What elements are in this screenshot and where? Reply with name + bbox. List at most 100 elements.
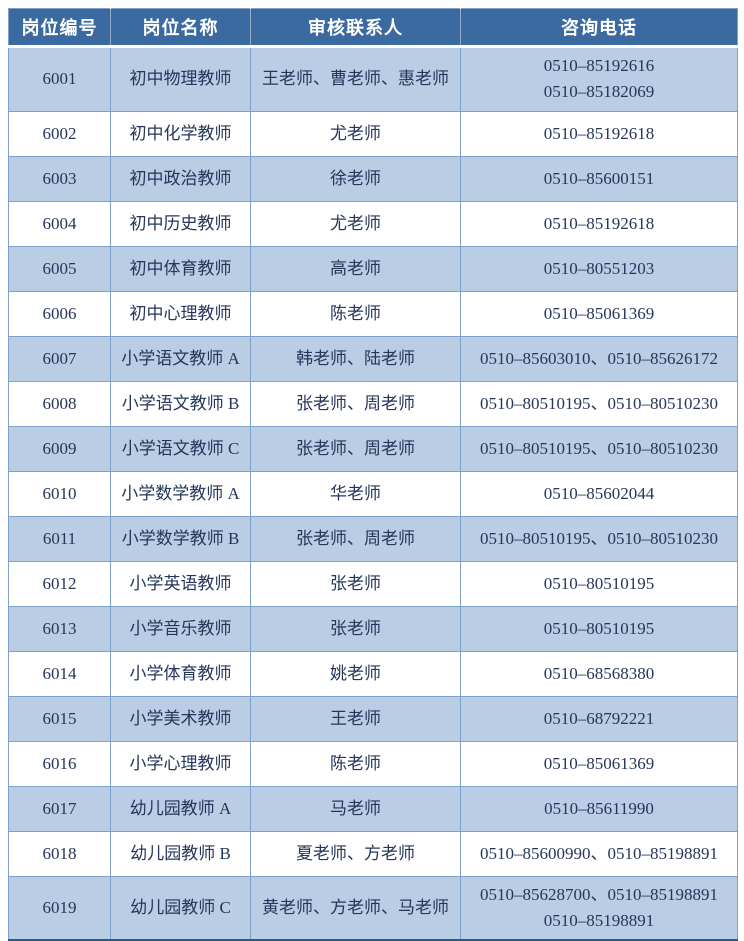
cell-position-id: 6014: [8, 650, 111, 697]
cell-position-name: 小学数学教师 B: [110, 515, 251, 562]
cell-contacts: 尤老师: [250, 200, 461, 247]
cell-position-id: 6007: [8, 335, 111, 382]
table-row: 6017 幼儿园教师 A 马老师 0510–85611990: [8, 785, 738, 832]
table-row: 6014 小学体育教师 姚老师 0510–68568380: [8, 650, 738, 697]
cell-phone: 0510–85061369: [460, 290, 738, 337]
cell-phone: 0510–80551203: [460, 245, 738, 292]
cell-contacts: 陈老师: [250, 740, 461, 787]
table-row: 6018 幼儿园教师 B 夏老师、方老师 0510–85600990、0510–851…: [8, 830, 738, 877]
table-row: 6004 初中历史教师 尤老师 0510–85192618: [8, 200, 738, 247]
cell-contacts: 王老师、曹老师、惠老师: [250, 46, 461, 112]
cell-position-id: 6009: [8, 425, 111, 472]
cell-position-id: 6004: [8, 200, 111, 247]
cell-position-name: 初中政治教师: [110, 155, 251, 202]
cell-phone: 0510–85611990: [460, 785, 738, 832]
cell-contacts: 姚老师: [250, 650, 461, 697]
table-row: 6016 小学心理教师 陈老师 0510–85061369: [8, 740, 738, 787]
cell-position-name: 小学语文教师 B: [110, 380, 251, 427]
header-row: 岗位编号 岗位名称 审核联系人 咨询电话: [8, 8, 738, 48]
cell-position-name: 小学语文教师 A: [110, 335, 251, 382]
cell-phone: 0510–80510195: [460, 605, 738, 652]
cell-position-name: 小学美术教师: [110, 695, 251, 742]
table-row: 6010 小学数学教师 A 华老师 0510–85602044: [8, 470, 738, 517]
column-header-phone: 咨询电话: [460, 8, 738, 48]
cell-phone: 0510–85602044: [460, 470, 738, 517]
cell-contacts: 张老师: [250, 605, 461, 652]
cell-contacts: 黄老师、方老师、马老师: [250, 875, 461, 941]
cell-position-name: 小学心理教师: [110, 740, 251, 787]
cell-contacts: 张老师、周老师: [250, 380, 461, 427]
cell-contacts: 高老师: [250, 245, 461, 292]
cell-contacts: 尤老师: [250, 110, 461, 157]
cell-position-name: 初中体育教师: [110, 245, 251, 292]
cell-phone: 0510–68792221: [460, 695, 738, 742]
cell-phone: 0510–80510195、0510–80510230: [460, 380, 738, 427]
cell-contacts: 张老师、周老师: [250, 515, 461, 562]
column-header-position-id: 岗位编号: [8, 8, 111, 48]
cell-phone: 0510–85603010、0510–85626172: [460, 335, 738, 382]
cell-position-id: 6016: [8, 740, 111, 787]
cell-contacts: 张老师、周老师: [250, 425, 461, 472]
cell-phone: 0510–85628700、0510–85198891 0510–8519889…: [460, 875, 738, 941]
cell-contacts: 夏老师、方老师: [250, 830, 461, 877]
cell-position-id: 6006: [8, 290, 111, 337]
cell-phone: 0510–85061369: [460, 740, 738, 787]
cell-contacts: 张老师: [250, 560, 461, 607]
cell-position-name: 初中心理教师: [110, 290, 251, 337]
table-row: 6019 幼儿园教师 C 黄老师、方老师、马老师 0510–85628700、0510…: [8, 875, 738, 941]
cell-position-name: 幼儿园教师 C: [110, 875, 251, 941]
cell-phone: 0510–80510195: [460, 560, 738, 607]
cell-position-id: 6019: [8, 875, 111, 941]
table-row: 6008 小学语文教师 B 张老师、周老师 0510–80510195、0510–80…: [8, 380, 738, 427]
cell-position-name: 小学音乐教师: [110, 605, 251, 652]
cell-position-id: 6015: [8, 695, 111, 742]
cell-position-name: 小学语文教师 C: [110, 425, 251, 472]
cell-position-id: 6017: [8, 785, 111, 832]
table-row: 6001 初中物理教师 王老师、曹老师、惠老师 0510–85192616 0510–…: [8, 46, 738, 112]
cell-phone: 0510–85600990、0510–85198891: [460, 830, 738, 877]
table-row: 6009 小学语文教师 C 张老师、周老师 0510–80510195、0510–80…: [8, 425, 738, 472]
cell-position-name: 小学英语教师: [110, 560, 251, 607]
cell-contacts: 王老师: [250, 695, 461, 742]
table-row: 6013 小学音乐教师 张老师 0510–80510195: [8, 605, 738, 652]
table-row: 6006 初中心理教师 陈老师 0510–85061369: [8, 290, 738, 337]
cell-position-id: 6012: [8, 560, 111, 607]
cell-phone: 0510–80510195、0510–80510230: [460, 425, 738, 472]
table-row: 6007 小学语文教师 A 韩老师、陆老师 0510–85603010、0510–85…: [8, 335, 738, 382]
cell-contacts: 马老师: [250, 785, 461, 832]
cell-contacts: 陈老师: [250, 290, 461, 337]
cell-position-id: 6010: [8, 470, 111, 517]
table-row: 6005 初中体育教师 高老师 0510–80551203: [8, 245, 738, 292]
table-row: 6015 小学美术教师 王老师 0510–68792221: [8, 695, 738, 742]
cell-position-name: 初中物理教师: [110, 46, 251, 112]
cell-position-name: 小学数学教师 A: [110, 470, 251, 517]
cell-contacts: 徐老师: [250, 155, 461, 202]
cell-phone: 0510–85192616 0510–85182069: [460, 46, 738, 112]
cell-position-name: 初中历史教师: [110, 200, 251, 247]
table-header: 岗位编号 岗位名称 审核联系人 咨询电话: [8, 8, 738, 48]
cell-phone: 0510–85600151: [460, 155, 738, 202]
cell-phone: 0510–80510195、0510–80510230: [460, 515, 738, 562]
cell-phone: 0510–85192618: [460, 110, 738, 157]
cell-position-name: 幼儿园教师 A: [110, 785, 251, 832]
cell-phone: 0510–68568380: [460, 650, 738, 697]
cell-position-name: 小学体育教师: [110, 650, 251, 697]
cell-position-id: 6005: [8, 245, 111, 292]
cell-position-id: 6008: [8, 380, 111, 427]
cell-phone: 0510–85192618: [460, 200, 738, 247]
cell-position-id: 6011: [8, 515, 111, 562]
table-row: 6012 小学英语教师 张老师 0510–80510195: [8, 560, 738, 607]
column-header-position-name: 岗位名称: [110, 8, 251, 48]
cell-position-id: 6013: [8, 605, 111, 652]
cell-contacts: 韩老师、陆老师: [250, 335, 461, 382]
cell-position-name: 初中化学教师: [110, 110, 251, 157]
table-row: 6011 小学数学教师 B 张老师、周老师 0510–80510195、0510–80…: [8, 515, 738, 562]
cell-position-name: 幼儿园教师 B: [110, 830, 251, 877]
cell-position-id: 6018: [8, 830, 111, 877]
cell-position-id: 6002: [8, 110, 111, 157]
position-table-body: 6001 初中物理教师 王老师、曹老师、惠老师 0510–85192616 0510–…: [8, 46, 738, 941]
cell-position-id: 6001: [8, 46, 111, 112]
table-row: 6003 初中政治教师 徐老师 0510–85600151: [8, 155, 738, 202]
table-row: 6002 初中化学教师 尤老师 0510–85192618: [8, 110, 738, 157]
